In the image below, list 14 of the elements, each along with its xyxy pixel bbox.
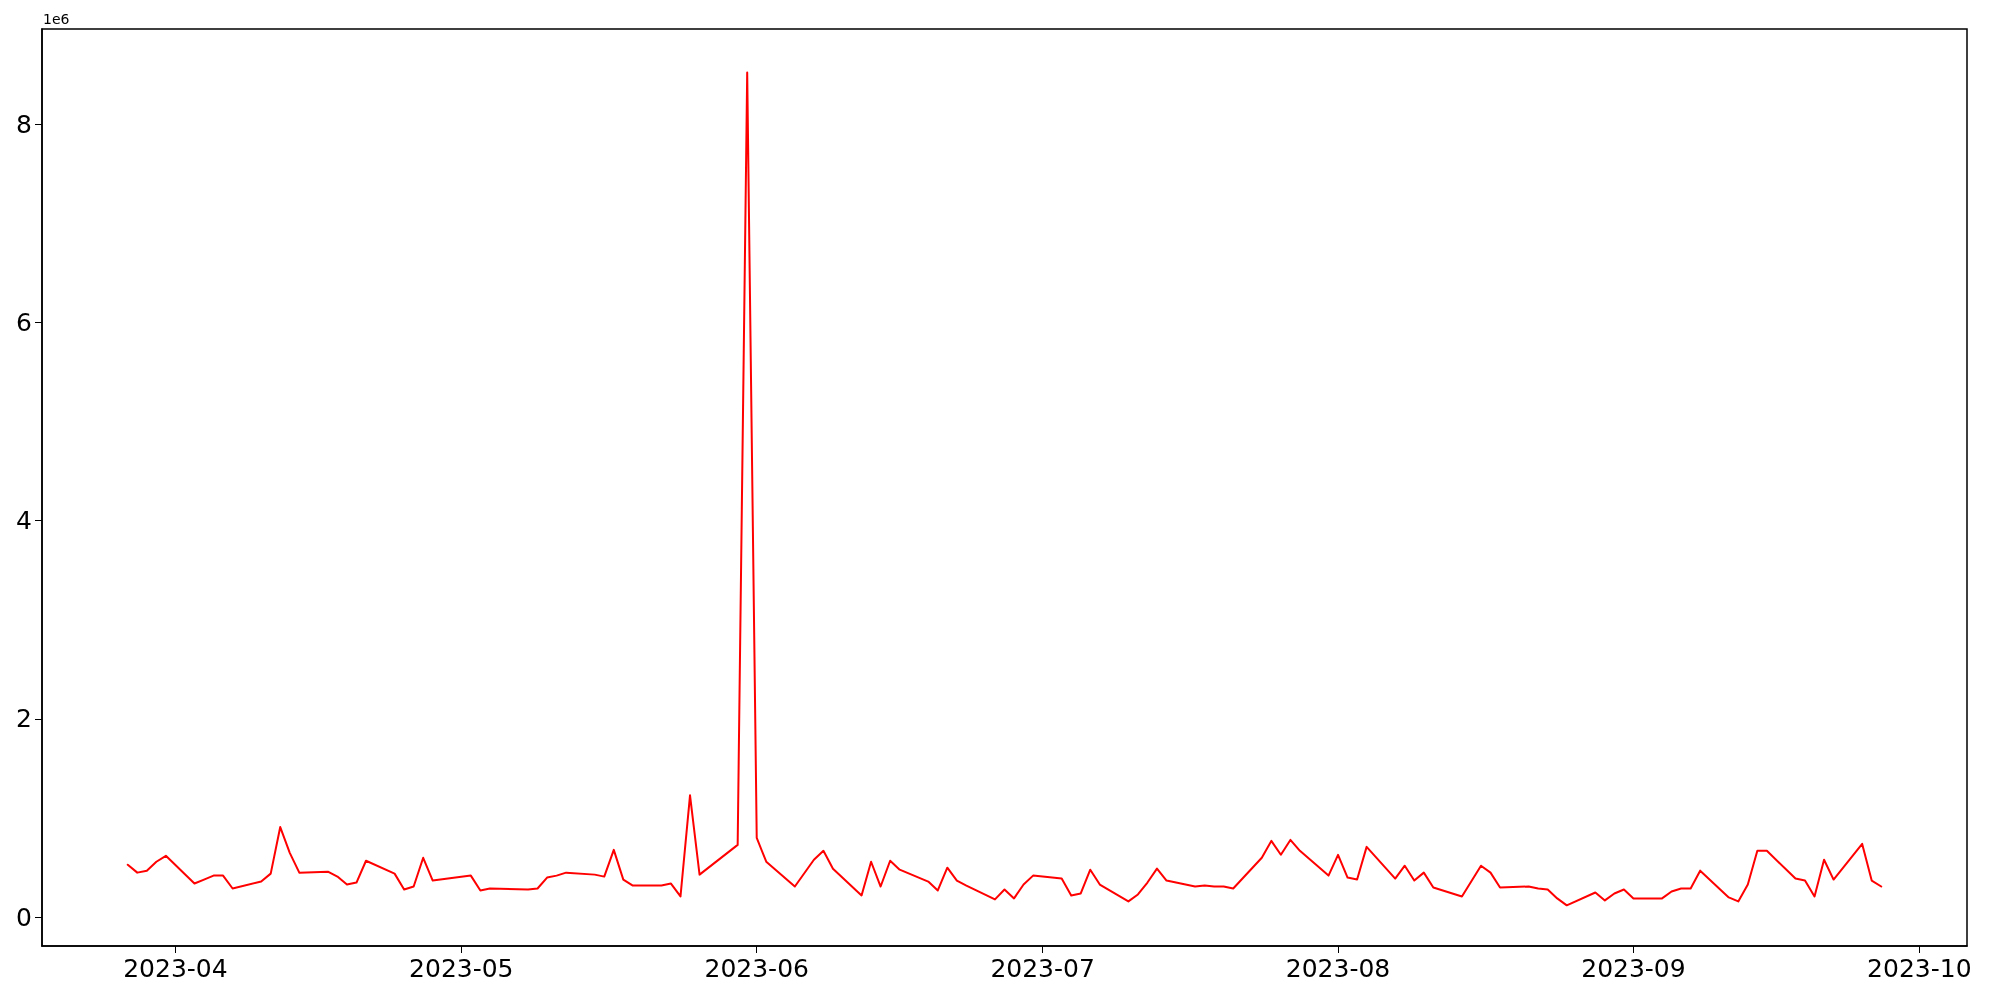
- x-tick-label: 2023-04: [123, 954, 228, 983]
- x-tick-label: 2023-06: [704, 954, 809, 983]
- x-tick-label: 2023-07: [990, 954, 1095, 983]
- x-tick-label: 2023-09: [1581, 954, 1686, 983]
- y-tick-label: 2: [16, 704, 32, 734]
- x-tick-label: 2023-10: [1867, 954, 1972, 983]
- line-series: [126, 71, 1883, 907]
- x-tick-label: 2023-08: [1285, 954, 1391, 983]
- y-tick-label: 8: [16, 109, 32, 139]
- y-tick-label: 4: [16, 506, 32, 536]
- x-tick-label: 2023-05: [409, 954, 514, 983]
- y-tick-label: 6: [16, 307, 32, 337]
- text: 1e6: [43, 11, 70, 27]
- y-tick-label: 0: [16, 902, 32, 932]
